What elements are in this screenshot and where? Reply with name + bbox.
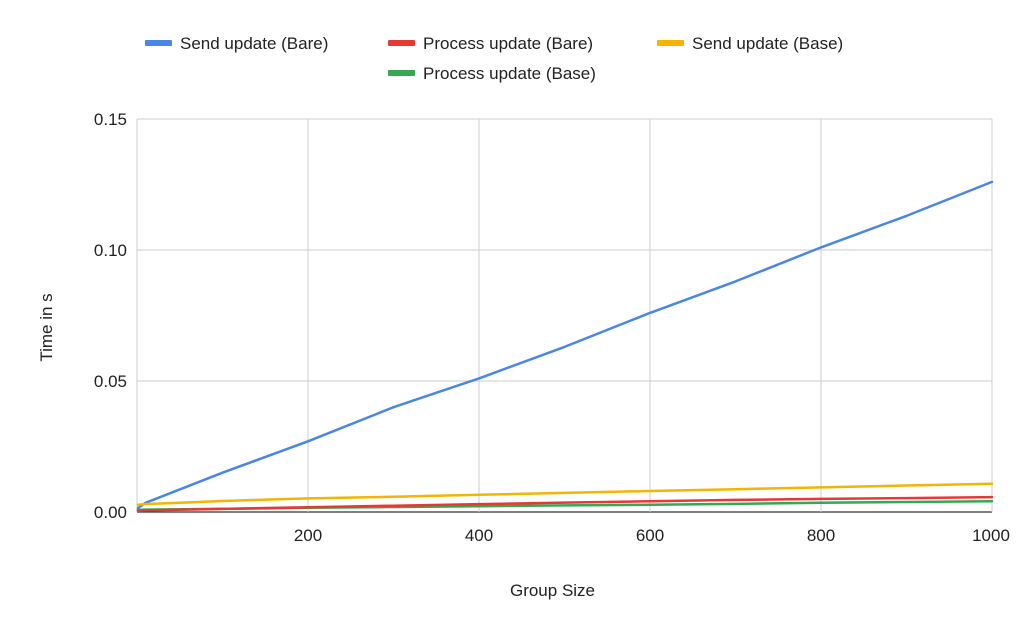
y-tick-label: 0.15: [94, 110, 127, 129]
series-line-3: [136, 482, 994, 506]
x-tick-label: 600: [636, 526, 664, 545]
legend-swatch: [145, 40, 172, 46]
series-layer: [136, 180, 994, 512]
axis-layer: 0.00 0.05 0.10 0.15 200 400 600 800 1000 Group Si…: [37, 110, 1010, 600]
legend-label: Process update (Bare): [423, 34, 593, 53]
x-tick-label: 200: [294, 526, 322, 545]
legend-swatch: [388, 40, 415, 46]
series-line-2: [136, 495, 994, 512]
x-tick-label: 400: [465, 526, 493, 545]
y-axis-title: Time in s: [37, 293, 56, 361]
y-tick-label: 0.10: [94, 241, 127, 260]
grid-layer: [136, 118, 993, 513]
y-tick-label: 0.00: [94, 503, 127, 522]
legend-item: Send update (Base): [657, 34, 843, 53]
series-line-1: [136, 180, 994, 510]
legend: Send update (Bare) Process update (Bare) S…: [145, 34, 843, 83]
legend-item: Send update (Bare): [145, 34, 328, 53]
legend-label: Process update (Base): [423, 64, 596, 83]
legend-item: Process update (Bare): [388, 34, 593, 53]
legend-label: Send update (Bare): [180, 34, 328, 53]
legend-label: Send update (Base): [692, 34, 843, 53]
y-tick-label: 0.05: [94, 372, 127, 391]
x-tick-label: 800: [807, 526, 835, 545]
x-axis-title: Group Size: [510, 581, 595, 600]
legend-swatch: [657, 40, 684, 46]
legend-item: Process update (Base): [388, 64, 596, 83]
x-tick-label: 1000: [972, 526, 1010, 545]
legend-swatch: [388, 70, 415, 76]
